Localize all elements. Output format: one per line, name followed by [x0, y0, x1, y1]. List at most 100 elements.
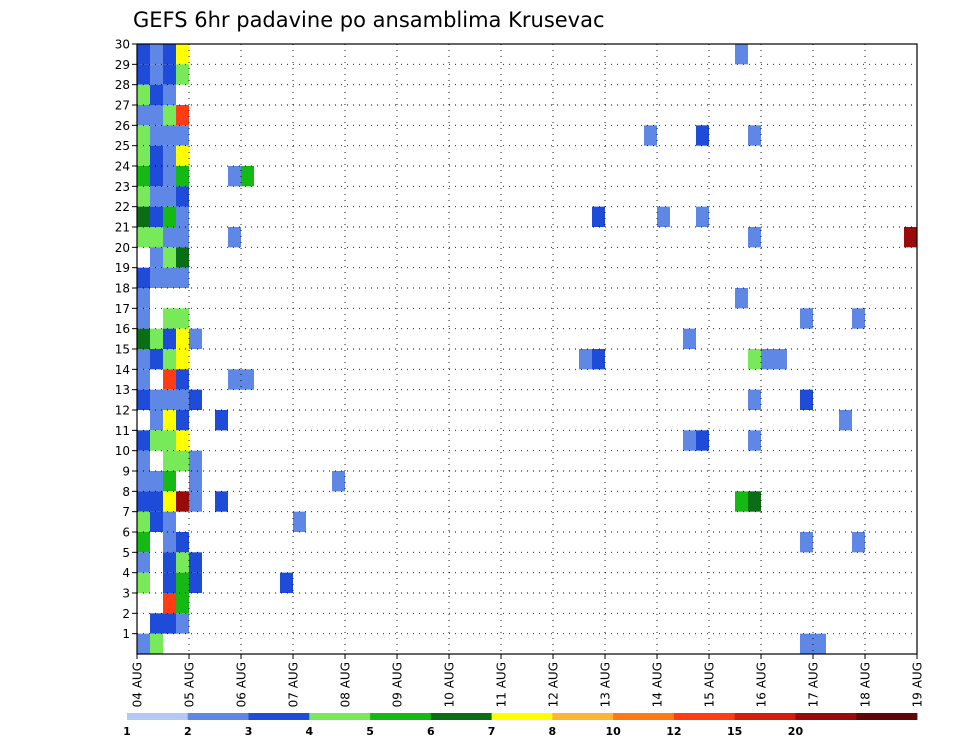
x-tick-label: 05 AUG	[183, 662, 197, 707]
colorbar-swatch	[127, 713, 189, 720]
y-axis: 1234567891011121314151617181920212223242…	[115, 38, 137, 641]
heatmap-cell	[137, 84, 150, 105]
heatmap-cell	[137, 389, 150, 410]
heatmap-cell	[904, 227, 917, 248]
colorbar-label: 10	[605, 725, 621, 738]
heatmap-cell	[176, 206, 189, 227]
heatmap-cell	[163, 227, 176, 248]
heatmap-cell	[215, 491, 228, 512]
heatmap-cell	[735, 491, 748, 512]
y-tick-label: 8	[122, 485, 130, 499]
heatmap-cell	[163, 450, 176, 471]
heatmap-cell	[163, 125, 176, 146]
heatmap-cell	[176, 349, 189, 370]
heatmap-cell	[228, 166, 241, 187]
heatmap-cell	[137, 450, 150, 471]
heatmap-cell	[839, 410, 852, 431]
heatmap-cell	[150, 633, 163, 654]
heatmap-cell	[150, 471, 163, 492]
heatmap-cell	[683, 430, 696, 451]
colorbar-swatch	[552, 713, 614, 720]
y-tick-label: 1	[122, 627, 130, 641]
heatmap-cell	[579, 349, 592, 370]
heatmap-cell	[163, 186, 176, 207]
y-tick-label: 4	[122, 566, 130, 580]
colorbar-swatch	[248, 713, 310, 720]
heatmap-cell	[163, 369, 176, 390]
heatmap-cell	[150, 328, 163, 349]
x-tick-label: 19 AUG	[911, 662, 925, 707]
y-tick-label: 28	[115, 78, 130, 92]
heatmap-cell	[137, 430, 150, 451]
heatmap-cell	[176, 186, 189, 207]
y-tick-label: 30	[115, 38, 130, 52]
colorbar-swatch	[491, 713, 553, 720]
heatmap-cell	[800, 633, 813, 654]
colorbar-label: 6	[427, 725, 435, 738]
heatmap-cell	[150, 186, 163, 207]
heatmap-cell	[644, 125, 657, 146]
heatmap-cell	[163, 552, 176, 573]
heatmap-cell	[215, 410, 228, 431]
heatmap-cell	[293, 511, 306, 532]
colorbar-swatch	[734, 713, 796, 720]
colorbar-label: 3	[245, 725, 253, 738]
heatmap-cell	[800, 308, 813, 329]
heatmap-cell	[137, 349, 150, 370]
y-tick-label: 2	[122, 607, 130, 621]
heatmap-cell	[137, 44, 150, 65]
heatmap-cell	[137, 511, 150, 532]
x-tick-label: 04 AUG	[131, 662, 145, 707]
heatmap-cell	[189, 328, 202, 349]
colorbar-label: 7	[488, 725, 496, 738]
heatmap-cell	[150, 105, 163, 126]
x-tick-label: 17 AUG	[807, 662, 821, 707]
heatmap-cell	[150, 430, 163, 451]
heatmap-cell	[176, 44, 189, 65]
heatmap-cell	[163, 166, 176, 187]
heatmap-cell	[163, 267, 176, 288]
y-tick-label: 21	[115, 221, 130, 235]
heatmap-cell	[748, 389, 761, 410]
heatmap-cell	[163, 328, 176, 349]
y-tick-label: 6	[122, 526, 130, 540]
y-tick-label: 5	[122, 546, 130, 560]
colorbar-swatch	[430, 713, 493, 720]
colorbar-legend: 1 2 3 4 5 6 7 8 10 12 15 20	[123, 713, 918, 738]
heatmap-cell	[189, 552, 202, 573]
heatmap-cell	[137, 186, 150, 207]
heatmap-cell	[332, 471, 345, 492]
heatmap-cell	[163, 511, 176, 532]
y-tick-label: 16	[115, 322, 130, 336]
y-tick-label: 11	[115, 424, 130, 438]
heatmap-cell	[150, 267, 163, 288]
x-tick-label: 14 AUG	[651, 662, 665, 707]
y-tick-label: 14	[115, 363, 130, 377]
heatmap-cell	[137, 145, 150, 166]
heatmap-cell	[176, 247, 189, 268]
y-tick-label: 18	[115, 282, 130, 296]
heatmap-cell	[176, 64, 189, 85]
x-tick-label: 15 AUG	[703, 662, 717, 707]
heatmap-cell	[163, 491, 176, 512]
heatmap-cell	[748, 430, 761, 451]
y-tick-label: 13	[115, 383, 130, 397]
grid-lines	[137, 44, 917, 654]
colorbar-swatch	[856, 713, 918, 720]
heatmap-cell	[813, 633, 826, 654]
heatmap-cell	[852, 308, 865, 329]
heatmap-cell	[176, 491, 189, 512]
heatmap-cell	[189, 572, 202, 593]
heatmap-cell	[150, 491, 163, 512]
heatmap-cell	[176, 227, 189, 248]
heatmap-cell	[228, 227, 241, 248]
y-tick-label: 7	[122, 505, 130, 519]
heatmap-cell	[696, 125, 709, 146]
heatmap-cell	[189, 471, 202, 492]
heatmap-cell	[176, 369, 189, 390]
heatmap-cell	[176, 410, 189, 431]
heatmap-cell	[852, 532, 865, 553]
colorbar-label: 20	[788, 725, 804, 738]
y-tick-label: 26	[115, 119, 130, 133]
x-tick-label: 08 AUG	[339, 662, 353, 707]
